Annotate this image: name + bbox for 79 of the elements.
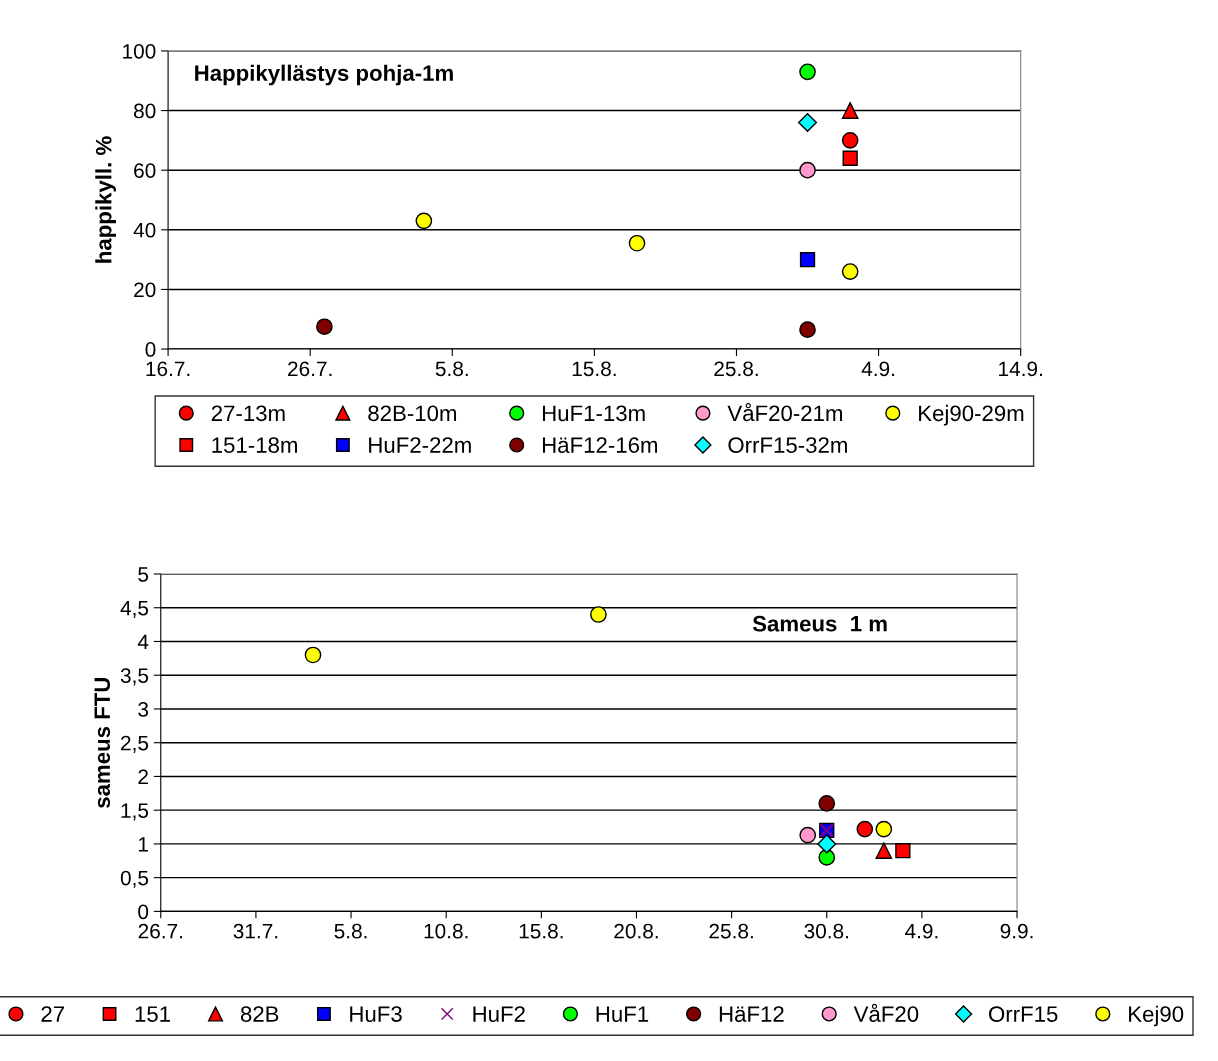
y-tick-label: 20 <box>134 282 156 298</box>
x-tick-label: 4.9. <box>905 923 938 939</box>
y-axis-title: happikyll. % <box>95 136 116 263</box>
point <box>799 251 816 268</box>
y-tick-label: 4,5 <box>120 600 149 618</box>
y-tick-label: 4 <box>137 634 149 650</box>
legend-label: 151 <box>135 1006 170 1022</box>
x-tick-label: 10.8. <box>424 923 468 939</box>
point <box>818 795 836 812</box>
y-tick-label: 60 <box>134 163 156 178</box>
point <box>799 161 816 179</box>
legend-label: VåF20-21m <box>727 403 842 422</box>
legend-label: HuF2 <box>473 1006 525 1022</box>
x-tick-label: 9.9. <box>1000 923 1033 939</box>
text: Happikyllästys pohja-1m <box>195 64 453 86</box>
legend-label: 151-18m <box>212 437 297 453</box>
x-tick-label: 20.8. <box>614 923 658 939</box>
legend-label: HuF3 <box>350 1006 402 1022</box>
legend-label: HäF12 <box>719 1006 784 1022</box>
legend-label: OrrF15 <box>989 1006 1058 1022</box>
y-tick-label: 0 <box>145 342 156 357</box>
point <box>842 150 858 166</box>
point <box>590 606 607 623</box>
point <box>316 318 333 336</box>
y-tick-label: 5 <box>138 567 149 582</box>
x-tick-label: 30.8. <box>804 923 849 939</box>
point <box>856 820 874 838</box>
point <box>304 646 322 664</box>
point <box>817 834 837 854</box>
point <box>841 102 859 119</box>
point <box>628 234 646 252</box>
x-tick-label: 15.8. <box>519 923 563 939</box>
text: Sameus 1 m <box>752 615 887 632</box>
legend-label: 27-13m <box>211 405 285 422</box>
x-tick-label: 26.7. <box>288 361 332 377</box>
legend-label: Kej90-29m <box>919 404 1024 426</box>
point <box>415 212 433 230</box>
y-tick-label: 0 <box>138 904 149 920</box>
y-tick-label: 2,5 <box>121 735 149 753</box>
y-tick-label: 0,5 <box>120 870 149 888</box>
point <box>841 263 859 280</box>
x-tick-label: 15.8. <box>572 361 616 377</box>
point <box>799 826 817 844</box>
x-tick-label: 31.7. <box>233 923 278 939</box>
point <box>895 843 911 859</box>
legend-label: HuF1 <box>596 1006 649 1022</box>
x-tick-label: 26.7. <box>138 923 183 939</box>
x-tick-label: 25.8. <box>714 361 758 377</box>
legend-label: VåF20 <box>853 1003 919 1022</box>
point <box>797 112 818 133</box>
legend-label: HuF2-22m <box>369 437 471 453</box>
x-tick-label: 25.8. <box>709 923 753 939</box>
x-tick-label: 16.7. <box>146 361 190 377</box>
point <box>799 321 816 339</box>
y-tick-label: 80 <box>134 103 156 119</box>
legend-label: 82B <box>240 1006 279 1022</box>
y-axis-title: sameus FTU <box>94 677 111 808</box>
y-tick-label: 3,5 <box>120 668 149 686</box>
point <box>799 63 816 81</box>
point <box>818 849 836 866</box>
y-tick-label: 2 <box>138 769 148 784</box>
y-tick-label: 1,5 <box>121 803 149 821</box>
y-tick-label: 40 <box>133 222 156 238</box>
legend-label: OrrF15-32m <box>728 437 847 453</box>
legend-label: 27 <box>41 1006 64 1022</box>
x-tick-label: 5.8. <box>435 361 468 377</box>
legend-label: HuF1-13m <box>542 405 645 422</box>
point <box>875 842 893 860</box>
point <box>875 820 893 838</box>
y-tick-label: 1 <box>138 837 148 852</box>
y-tick-label: 100 <box>123 43 156 59</box>
legend-label: Kej90 <box>1129 1005 1184 1027</box>
x-tick-label: 4.9. <box>861 361 895 377</box>
legend-label: HäF12-16m <box>542 437 658 453</box>
legend-label: 82B-10m <box>368 405 457 422</box>
x-tick-label: 5.8. <box>334 923 367 939</box>
point <box>841 132 859 149</box>
y-tick-label: 3 <box>138 701 149 717</box>
x-tick-label: 14.9. <box>999 361 1042 377</box>
